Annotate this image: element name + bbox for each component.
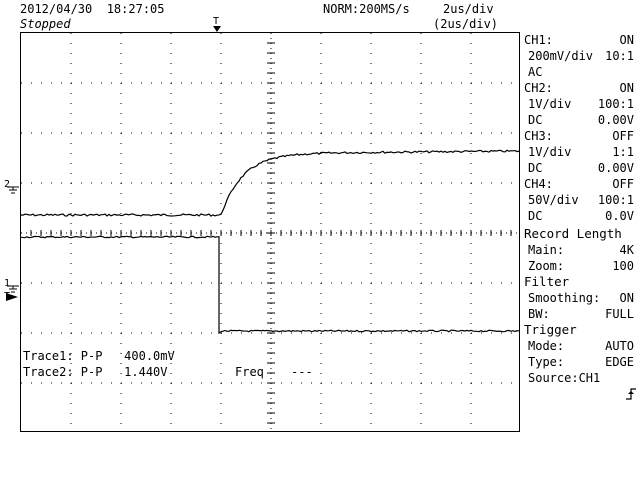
acquisition-mode: NORM:200MS/s xyxy=(323,2,410,16)
ground-icon xyxy=(7,285,19,293)
channel-offset-value: 0.00V xyxy=(597,161,634,175)
channel-offset-value: 0.00V xyxy=(597,113,634,127)
trigger-position-label: T xyxy=(213,16,220,27)
smoothing-label: Smoothing: xyxy=(528,291,601,305)
acquisition-status: Stopped xyxy=(20,17,71,31)
trigger-type: Type: EDGE xyxy=(524,354,634,370)
ch1-marker-label: 1 xyxy=(4,278,11,289)
channel-scale-value: 1V/div xyxy=(528,97,572,111)
channel-scale-value: 200mV/div xyxy=(528,49,594,63)
channel-name: CH3: xyxy=(524,129,553,143)
trigger-type-label: Type: xyxy=(528,355,565,369)
channel-coupling-value: DC xyxy=(528,209,543,223)
record-zoom-value: 100 xyxy=(612,259,634,273)
timebase: 2us/div xyxy=(443,2,494,16)
filter-title: Filter xyxy=(524,274,634,290)
trigger-source-label: Source: xyxy=(528,371,579,385)
channel-scale-value: 50V/div xyxy=(528,193,579,207)
channel-header: CH1: ON xyxy=(524,32,634,48)
channel-coupling: DC 0.00V xyxy=(524,160,634,176)
channel-name: CH4: xyxy=(524,177,553,191)
channel-coupling-value: AC xyxy=(528,65,543,79)
settings-panel: CH1: ON 200mV/div 10:1 AC CH2: ON 1V/div 100:1 DC… xyxy=(524,32,637,400)
channel-scale: 200mV/div 10:1 xyxy=(524,48,634,64)
channel-name: CH1: xyxy=(524,33,553,47)
trigger-arrow-icon xyxy=(213,26,221,32)
channel-probe-ratio: 1:1 xyxy=(612,145,634,159)
channel-coupling: DC 0.00V xyxy=(524,112,634,128)
ch1-marker: 1 xyxy=(4,278,19,293)
freq-label: Freq xyxy=(235,365,264,379)
channel-header: CH2: ON xyxy=(524,80,634,96)
trigger-mode: Mode: AUTO xyxy=(524,338,634,354)
ch1-waveform-trace xyxy=(21,235,519,335)
ch2-marker: 2 xyxy=(4,179,19,194)
trigger-source-value-wrap: CH1 xyxy=(578,370,637,400)
record-main-label: Main: xyxy=(528,243,565,257)
channel-offset-value: 0.0V xyxy=(605,209,634,223)
waveform-display[interactable]: Trace1: P-P 400.0mV Trace2: P-P 1.440V F… xyxy=(20,32,520,432)
channel-header: CH3: OFF xyxy=(524,128,634,144)
record-main: Main: 4K xyxy=(524,242,634,258)
datetime: 2012/04/30 18:27:05 xyxy=(20,2,165,16)
record-zoom-label: Zoom: xyxy=(528,259,565,273)
filter-label: Filter xyxy=(524,274,570,289)
channel-probe-ratio: 100:1 xyxy=(597,97,634,111)
rising-edge-icon xyxy=(625,388,636,400)
channel-name: CH2: xyxy=(524,81,553,95)
filter-smoothing: Smoothing: ON xyxy=(524,290,634,306)
channel-scale-value: 1V/div xyxy=(528,145,572,159)
ch2-marker-label: 2 xyxy=(4,179,11,190)
trigger-type-value: EDGE xyxy=(605,355,634,369)
trigger-source: Source: CH1 xyxy=(524,370,637,400)
channel-coupling-value: DC xyxy=(528,113,543,127)
trigger-level-marker: T xyxy=(4,292,18,302)
trigger-title: Trigger xyxy=(524,322,634,338)
freq-value: --- xyxy=(291,365,313,379)
trigger-position-marker: T xyxy=(213,16,221,32)
channel-probe-ratio: 10:1 xyxy=(605,49,634,63)
trigger-level-arrow-icon xyxy=(6,293,18,301)
ch2-waveform-trace xyxy=(21,149,519,217)
record-length-title: Record Length xyxy=(524,226,634,242)
trigger-mode-label: Mode: xyxy=(528,339,565,353)
channel-coupling: AC xyxy=(524,64,634,80)
channel-probe-ratio: 100:1 xyxy=(597,193,634,207)
record-zoom: Zoom: 100 xyxy=(524,258,634,274)
channel-coupling-value: DC xyxy=(528,161,543,175)
channel-scale: 1V/div 100:1 xyxy=(524,96,634,112)
trace2-measurement: Trace2: P-P 1.440V xyxy=(23,365,168,379)
channel-state: ON xyxy=(619,81,634,95)
channel-settings: CH1: ON 200mV/div 10:1 AC CH2: ON 1V/div 100:1 DC… xyxy=(524,32,634,224)
trace1-measurement: Trace1: P-P 400.0mV xyxy=(23,349,175,363)
trigger-label: Trigger xyxy=(524,322,577,337)
bw-label: BW: xyxy=(528,307,550,321)
record-length-label: Record Length xyxy=(524,226,622,241)
waveform-graticule xyxy=(21,33,519,431)
channel-state: OFF xyxy=(612,129,634,143)
smoothing-value: ON xyxy=(619,291,634,305)
channel-scale: 50V/div 100:1 xyxy=(524,192,634,208)
channel-state: OFF xyxy=(612,177,634,191)
bw-value: FULL xyxy=(605,307,634,321)
ground-icon xyxy=(7,186,19,194)
channel-header: CH4: OFF xyxy=(524,176,634,192)
channel-state: ON xyxy=(619,33,634,47)
filter-bw: BW: FULL xyxy=(524,306,634,322)
channel-coupling: DC 0.0V xyxy=(524,208,634,224)
trigger-source-value: CH1 xyxy=(578,371,601,385)
trigger-mode-value: AUTO xyxy=(605,339,634,353)
timebase-zoom: (2us/div) xyxy=(433,17,499,31)
record-main-value: 4K xyxy=(619,243,634,257)
channel-scale: 1V/div 1:1 xyxy=(524,144,634,160)
